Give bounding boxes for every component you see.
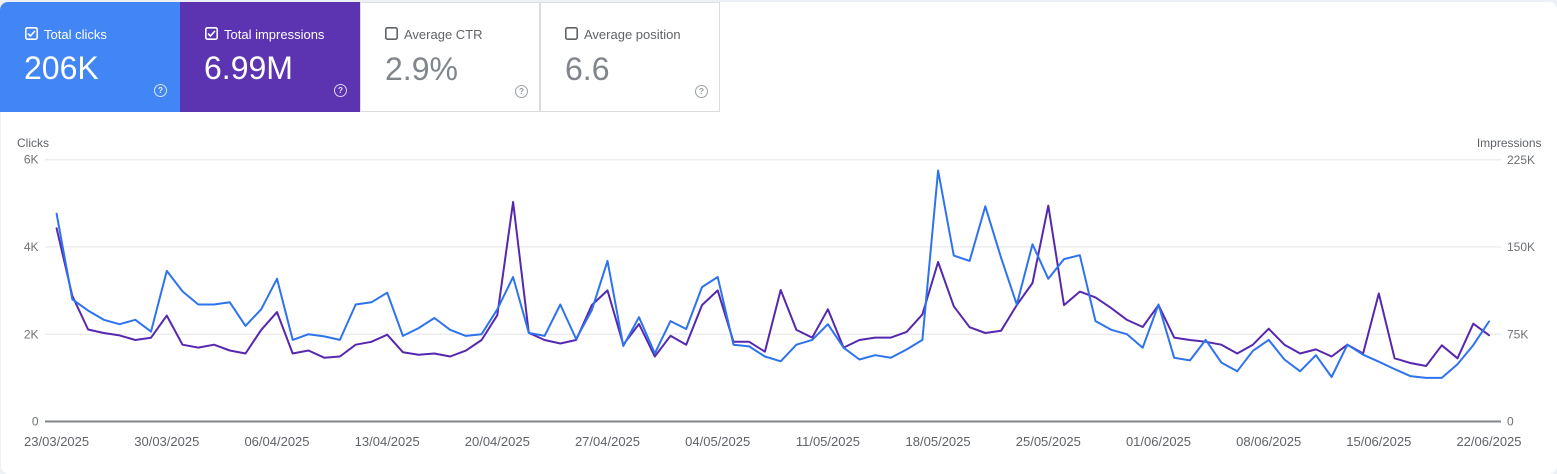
svg-text:2K: 2K (24, 327, 39, 341)
svg-text:11/05/2025: 11/05/2025 (796, 434, 860, 449)
svg-text:225K: 225K (1507, 153, 1535, 167)
svg-text:0: 0 (32, 415, 39, 429)
svg-text:18/05/2025: 18/05/2025 (906, 434, 971, 449)
svg-text:6K: 6K (24, 152, 39, 166)
svg-text:01/06/2025: 01/06/2025 (1126, 434, 1191, 449)
svg-text:4K: 4K (24, 240, 39, 254)
svg-text:Clicks: Clicks (17, 136, 49, 150)
svg-text:06/04/2025: 06/04/2025 (244, 434, 309, 449)
svg-text:30/03/2025: 30/03/2025 (134, 434, 199, 449)
svg-text:27/04/2025: 27/04/2025 (575, 434, 640, 449)
svg-text:150K: 150K (1507, 240, 1535, 254)
svg-text:0: 0 (1507, 415, 1514, 429)
svg-text:22/06/2025: 22/06/2025 (1456, 434, 1521, 449)
svg-text:75K: 75K (1507, 327, 1528, 341)
svg-text:15/06/2025: 15/06/2025 (1346, 434, 1411, 449)
svg-text:04/05/2025: 04/05/2025 (685, 434, 750, 449)
svg-text:08/06/2025: 08/06/2025 (1236, 434, 1301, 449)
svg-text:Impressions: Impressions (1477, 136, 1542, 150)
svg-text:20/04/2025: 20/04/2025 (465, 434, 530, 449)
svg-text:13/04/2025: 13/04/2025 (355, 434, 420, 449)
svg-text:23/03/2025: 23/03/2025 (24, 434, 89, 449)
svg-text:25/05/2025: 25/05/2025 (1016, 434, 1081, 449)
